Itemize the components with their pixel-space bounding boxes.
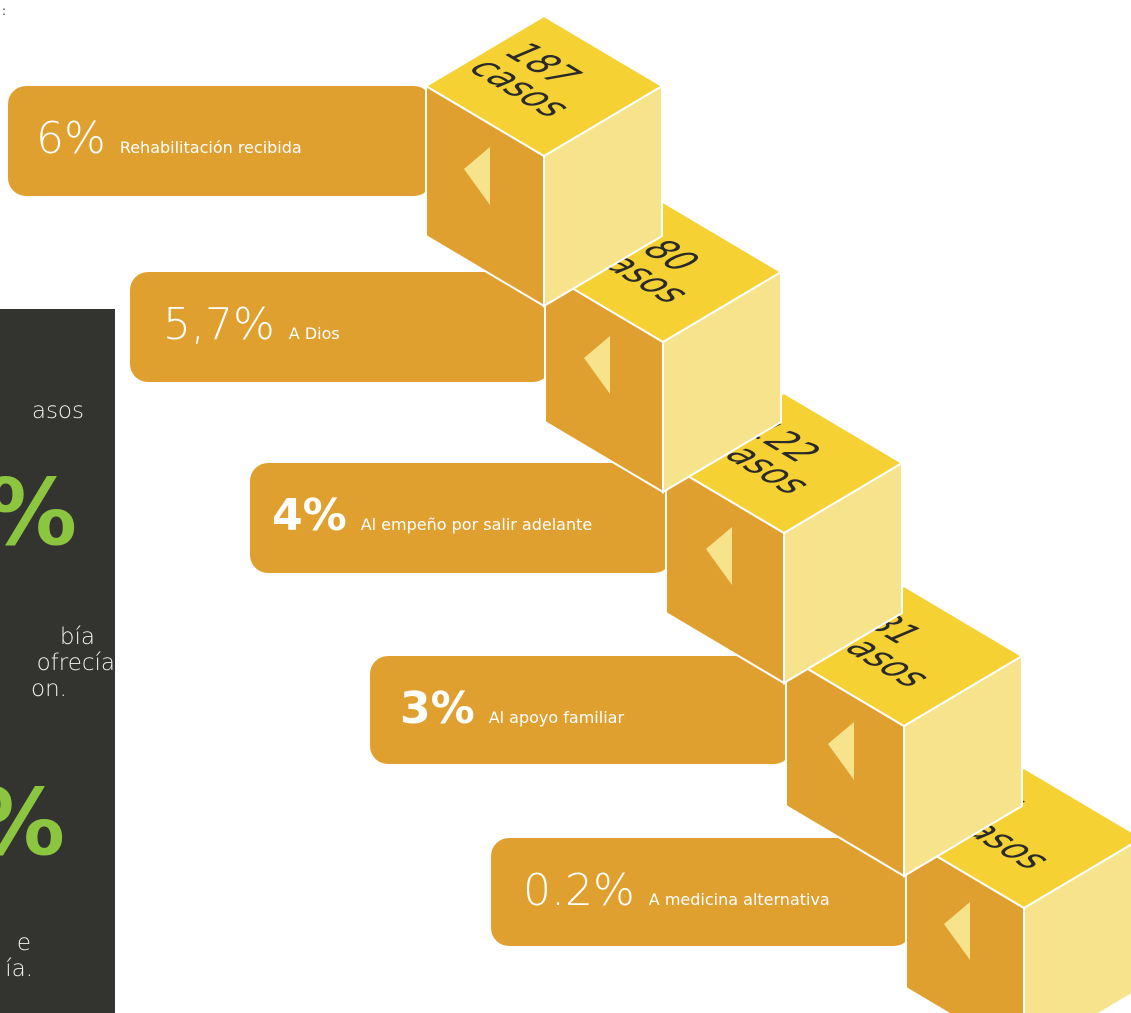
label-bar [130,272,551,382]
step-label: 6% Rehabilitación recibida [36,116,302,162]
panel-text-line-2: ofrecía [36,650,115,676]
step-label: 4% Al empeño por salir adelante [272,493,592,539]
arrow-right-icon [1078,902,1104,960]
panel-text-line-3: on. [31,676,67,702]
step-3: 122casos [250,391,904,685]
step-description: Al apoyo familiar [488,708,625,727]
arrow-left-icon [706,527,732,585]
step-description: A medicina alternativa [648,890,830,909]
panel-big-percent-1: % [0,467,77,559]
percent-value: 6% [36,113,106,164]
step-5: 5casos [491,766,1131,1013]
panel-text-line-1: bía [59,624,95,650]
percent-value: 3% [400,683,475,734]
step-1: 187casos [8,14,664,308]
label-bar [491,838,912,946]
step-label: 0.2% A medicina alternativa [523,868,830,914]
step-label: 3% Al apoyo familiar [400,686,624,732]
label-bar [250,463,672,573]
step-description: Rehabilitación recibida [119,138,302,157]
step-description: A Dios [288,324,340,343]
panel-text-line-4: e [16,930,31,956]
arrow-left-icon [944,902,970,960]
header-mark: : [2,4,7,18]
side-panel: asos % bía ofrecía on. % e ía. [0,309,115,1013]
arrow-left-icon [464,147,490,205]
percent-value: 5,7% [163,299,275,350]
panel-big-percent-2: % [0,777,65,869]
percent-value: 4% [272,490,347,541]
arrow-left-icon [828,722,854,780]
step-description: Al empeño por salir adelante [360,515,593,534]
cube-top-face [424,14,664,158]
arrow-left-icon [584,336,610,394]
panel-casos-label: asos [31,398,84,424]
percent-value: 0.2% [523,865,635,916]
step-4: 81casos [370,584,1024,878]
step-label: 5,7% A Dios [163,302,340,348]
label-bar [370,656,792,764]
panel-text-line-5: ía. [5,956,33,982]
label-bar [8,86,432,196]
